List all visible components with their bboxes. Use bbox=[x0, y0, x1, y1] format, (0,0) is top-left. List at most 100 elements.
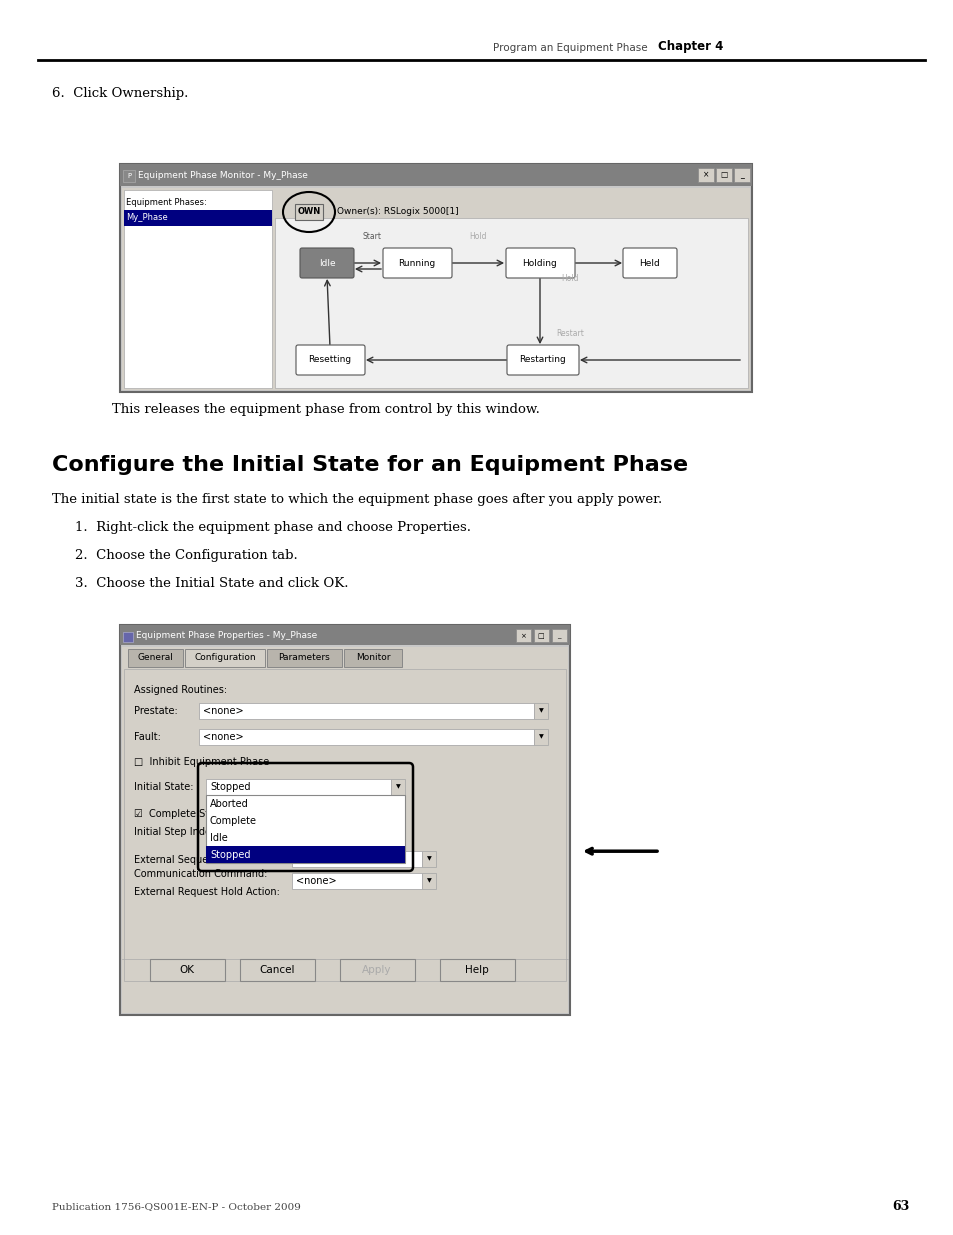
Text: Equipment Phase Monitor - My_Phase: Equipment Phase Monitor - My_Phase bbox=[138, 170, 308, 179]
FancyBboxPatch shape bbox=[123, 632, 132, 642]
Text: Initial State:: Initial State: bbox=[133, 782, 193, 792]
Text: ☑  Complete State: ☑ Complete State bbox=[133, 809, 225, 819]
Text: Communication Command:: Communication Command: bbox=[133, 869, 267, 879]
Text: 6.  Click Ownership.: 6. Click Ownership. bbox=[52, 86, 188, 100]
FancyBboxPatch shape bbox=[124, 190, 272, 388]
Text: Fault:: Fault: bbox=[133, 732, 161, 742]
FancyBboxPatch shape bbox=[122, 647, 567, 1013]
Text: 1.  Right-click the equipment phase and choose Properties.: 1. Right-click the equipment phase and c… bbox=[75, 521, 471, 534]
FancyBboxPatch shape bbox=[240, 960, 314, 981]
FancyBboxPatch shape bbox=[421, 851, 436, 867]
Text: OK: OK bbox=[179, 965, 194, 974]
Text: □  Inhibit Equipment Phase: □ Inhibit Equipment Phase bbox=[133, 757, 269, 767]
FancyBboxPatch shape bbox=[698, 168, 713, 182]
Text: The initial state is the first state to which the equipment phase goes after you: The initial state is the first state to … bbox=[52, 493, 661, 506]
FancyBboxPatch shape bbox=[439, 960, 515, 981]
Text: Initial Step Index:: Initial Step Index: bbox=[133, 827, 219, 837]
Text: ▼: ▼ bbox=[395, 784, 400, 789]
Text: Restart: Restart bbox=[556, 329, 583, 338]
Text: Running: Running bbox=[398, 258, 436, 268]
Text: □: □ bbox=[720, 170, 727, 179]
Text: Idle: Idle bbox=[210, 832, 228, 844]
FancyBboxPatch shape bbox=[206, 846, 405, 863]
Text: Chapter 4: Chapter 4 bbox=[658, 40, 722, 53]
Text: <none>: <none> bbox=[295, 853, 336, 864]
Text: <none>: <none> bbox=[203, 706, 243, 716]
Text: 3.  Choose the Initial State and click OK.: 3. Choose the Initial State and click OK… bbox=[75, 577, 348, 590]
FancyBboxPatch shape bbox=[299, 248, 354, 278]
FancyBboxPatch shape bbox=[622, 248, 677, 278]
FancyBboxPatch shape bbox=[120, 625, 569, 1015]
Text: Stopped: Stopped bbox=[210, 782, 251, 792]
Text: Configuration: Configuration bbox=[194, 653, 255, 662]
Text: Monitor: Monitor bbox=[355, 653, 390, 662]
FancyBboxPatch shape bbox=[534, 703, 547, 719]
FancyBboxPatch shape bbox=[206, 795, 405, 863]
FancyBboxPatch shape bbox=[391, 779, 405, 795]
Text: Parameters: Parameters bbox=[278, 653, 330, 662]
Text: Held: Held bbox=[639, 258, 659, 268]
Text: P: P bbox=[127, 173, 131, 179]
Text: Hold: Hold bbox=[560, 274, 578, 283]
Text: ×: × bbox=[519, 634, 525, 638]
Text: □: □ bbox=[537, 634, 544, 638]
Text: Publication 1756-QS001E-EN-P - October 2009: Publication 1756-QS001E-EN-P - October 2… bbox=[52, 1203, 300, 1212]
FancyBboxPatch shape bbox=[206, 779, 391, 795]
FancyBboxPatch shape bbox=[274, 219, 747, 388]
Text: <none>: <none> bbox=[203, 732, 243, 742]
Text: My_Phase: My_Phase bbox=[126, 210, 168, 219]
Text: ▼: ▼ bbox=[538, 709, 543, 714]
FancyBboxPatch shape bbox=[185, 650, 265, 667]
Text: Complete: Complete bbox=[210, 816, 256, 826]
FancyBboxPatch shape bbox=[382, 248, 452, 278]
Text: Cancel: Cancel bbox=[259, 965, 294, 974]
FancyBboxPatch shape bbox=[120, 164, 751, 186]
Text: Start: Start bbox=[362, 232, 381, 241]
FancyBboxPatch shape bbox=[516, 629, 531, 642]
FancyBboxPatch shape bbox=[716, 168, 731, 182]
Text: ▼: ▼ bbox=[426, 857, 431, 862]
FancyBboxPatch shape bbox=[120, 164, 751, 391]
Text: Stopped: Stopped bbox=[210, 850, 251, 860]
Text: ×: × bbox=[702, 170, 708, 179]
FancyBboxPatch shape bbox=[534, 729, 547, 745]
Text: _: _ bbox=[557, 634, 560, 638]
Text: OWN: OWN bbox=[297, 207, 320, 216]
Text: Prestate:: Prestate: bbox=[133, 706, 177, 716]
FancyBboxPatch shape bbox=[534, 629, 548, 642]
Text: Assigned Routines:: Assigned Routines: bbox=[133, 685, 227, 695]
FancyBboxPatch shape bbox=[150, 960, 225, 981]
Text: Configure the Initial State for an Equipment Phase: Configure the Initial State for an Equip… bbox=[52, 454, 687, 475]
FancyBboxPatch shape bbox=[123, 170, 135, 182]
FancyBboxPatch shape bbox=[421, 873, 436, 889]
Text: External Sequencer Loss of: External Sequencer Loss of bbox=[133, 855, 267, 864]
FancyBboxPatch shape bbox=[122, 188, 749, 390]
FancyBboxPatch shape bbox=[292, 851, 421, 867]
Text: _: _ bbox=[740, 170, 743, 179]
FancyBboxPatch shape bbox=[128, 650, 183, 667]
FancyBboxPatch shape bbox=[733, 168, 749, 182]
Text: Owner(s): RSLogix 5000[1]: Owner(s): RSLogix 5000[1] bbox=[336, 207, 458, 216]
FancyBboxPatch shape bbox=[339, 960, 415, 981]
FancyBboxPatch shape bbox=[267, 650, 341, 667]
FancyBboxPatch shape bbox=[124, 669, 565, 981]
FancyBboxPatch shape bbox=[199, 703, 534, 719]
Text: Equipment Phases:: Equipment Phases: bbox=[126, 198, 207, 207]
Text: Resetting: Resetting bbox=[308, 356, 352, 364]
Text: Program an Equipment Phase: Program an Equipment Phase bbox=[493, 43, 647, 53]
Text: General: General bbox=[137, 653, 172, 662]
FancyBboxPatch shape bbox=[506, 345, 578, 375]
Text: 2.  Choose the Configuration tab.: 2. Choose the Configuration tab. bbox=[75, 550, 297, 562]
Text: Restarting: Restarting bbox=[519, 356, 566, 364]
FancyBboxPatch shape bbox=[552, 629, 566, 642]
Text: My_Phase: My_Phase bbox=[126, 214, 168, 222]
Text: <none>: <none> bbox=[295, 876, 336, 885]
FancyBboxPatch shape bbox=[295, 345, 365, 375]
Text: Apply: Apply bbox=[362, 965, 392, 974]
FancyBboxPatch shape bbox=[505, 248, 575, 278]
FancyBboxPatch shape bbox=[294, 204, 323, 220]
FancyBboxPatch shape bbox=[199, 729, 534, 745]
Text: Idle: Idle bbox=[318, 258, 335, 268]
FancyBboxPatch shape bbox=[124, 210, 272, 226]
Text: Help: Help bbox=[465, 965, 488, 974]
